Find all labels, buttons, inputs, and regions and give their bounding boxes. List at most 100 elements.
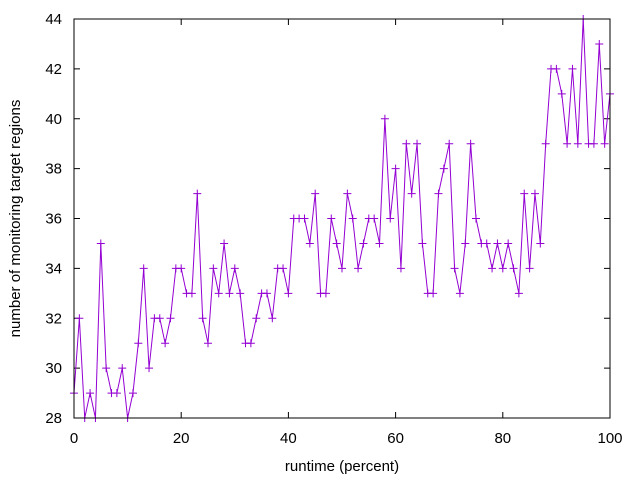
- x-axis-title: runtime (percent): [285, 458, 399, 475]
- x-tick-label: 60: [387, 430, 404, 447]
- data-point: [402, 139, 411, 148]
- data-point: [541, 139, 550, 148]
- data-point: [504, 239, 513, 248]
- data-point: [284, 289, 293, 298]
- data-point: [268, 314, 277, 323]
- y-tick-label: 38: [45, 161, 62, 178]
- y-tick-label: 42: [45, 61, 62, 78]
- x-tick-label: 20: [173, 430, 190, 447]
- data-point: [166, 314, 175, 323]
- data-point: [589, 139, 598, 148]
- data-point: [563, 139, 572, 148]
- data-point: [305, 239, 314, 248]
- x-tick-label: 80: [494, 430, 511, 447]
- plot-frame: [73, 18, 611, 419]
- data-point: [246, 339, 255, 348]
- data-point: [418, 239, 427, 248]
- data-point: [525, 264, 534, 273]
- x-tick-label: 100: [597, 430, 622, 447]
- data-point: [568, 64, 577, 73]
- data-point: [279, 264, 288, 273]
- data-point: [396, 264, 405, 273]
- data-point: [450, 264, 459, 273]
- x-tick-label: 40: [280, 430, 297, 447]
- data-point: [198, 314, 207, 323]
- data-point: [118, 364, 127, 373]
- data-point: [434, 189, 443, 198]
- data-point: [557, 89, 566, 98]
- y-axis-title: number of monitoring target regions: [7, 100, 24, 338]
- data-point: [209, 264, 218, 273]
- data-point: [455, 289, 464, 298]
- data-point: [348, 214, 357, 223]
- data-point: [155, 314, 164, 323]
- data-point: [461, 239, 470, 248]
- data-point: [177, 264, 186, 273]
- data-point: [530, 189, 539, 198]
- data-point: [552, 64, 561, 73]
- y-tick-label: 32: [45, 310, 62, 327]
- data-point: [193, 189, 202, 198]
- data-point: [354, 264, 363, 273]
- x-tick-label: 0: [70, 430, 78, 447]
- data-point: [187, 289, 196, 298]
- data-point: [482, 239, 491, 248]
- data-point: [359, 239, 368, 248]
- y-tick-label: 28: [45, 410, 62, 427]
- data-point: [134, 339, 143, 348]
- data-point: [102, 364, 111, 373]
- data-point: [220, 239, 229, 248]
- data-point: [407, 189, 416, 198]
- data-point: [380, 114, 389, 123]
- data-point: [445, 139, 454, 148]
- data-point: [536, 239, 545, 248]
- data-point: [488, 264, 497, 273]
- axis-tick-labels: 0 20 40 60 80 100 28 30 32 34 36 38 40 42 44: [45, 11, 622, 447]
- data-point: [145, 364, 154, 373]
- data-point: [573, 139, 582, 148]
- data-point: [321, 289, 330, 298]
- data-point: [429, 289, 438, 298]
- data-point: [375, 239, 384, 248]
- data-point: [386, 214, 395, 223]
- data-point: [230, 264, 239, 273]
- y-tick-label: 34: [45, 260, 62, 277]
- axis-ticks: [73, 18, 611, 419]
- series-line: [73, 18, 611, 419]
- data-point: [600, 139, 609, 148]
- data-point: [161, 339, 170, 348]
- data-point: [391, 164, 400, 173]
- data-point: [139, 264, 148, 273]
- data-point: [370, 214, 379, 223]
- data-point: [343, 189, 352, 198]
- data-point: [439, 164, 448, 173]
- data-point: [112, 389, 121, 398]
- data-point: [214, 289, 223, 298]
- data-point: [466, 139, 475, 148]
- data-point: [413, 139, 422, 148]
- y-tick-label: 36: [45, 211, 62, 228]
- data-point: [300, 214, 309, 223]
- data-point: [262, 289, 271, 298]
- data-point: [493, 239, 502, 248]
- y-tick-label: 30: [45, 360, 62, 377]
- data-point: [332, 239, 341, 248]
- data-point: [225, 289, 234, 298]
- data-point: [498, 264, 507, 273]
- y-tick-label: 44: [45, 11, 62, 28]
- data-point: [311, 189, 320, 198]
- data-point: [96, 239, 105, 248]
- data-point: [472, 214, 480, 223]
- data-point: [338, 264, 346, 273]
- data-point: [509, 264, 518, 273]
- data-point: [520, 189, 529, 198]
- data-point: [204, 339, 212, 348]
- data-point: [327, 214, 336, 223]
- data-point: [252, 314, 261, 323]
- data-point: [595, 39, 604, 48]
- data-point: [128, 389, 137, 398]
- y-tick-label: 40: [45, 111, 62, 128]
- data-point: [514, 289, 523, 298]
- data-point: [86, 389, 95, 398]
